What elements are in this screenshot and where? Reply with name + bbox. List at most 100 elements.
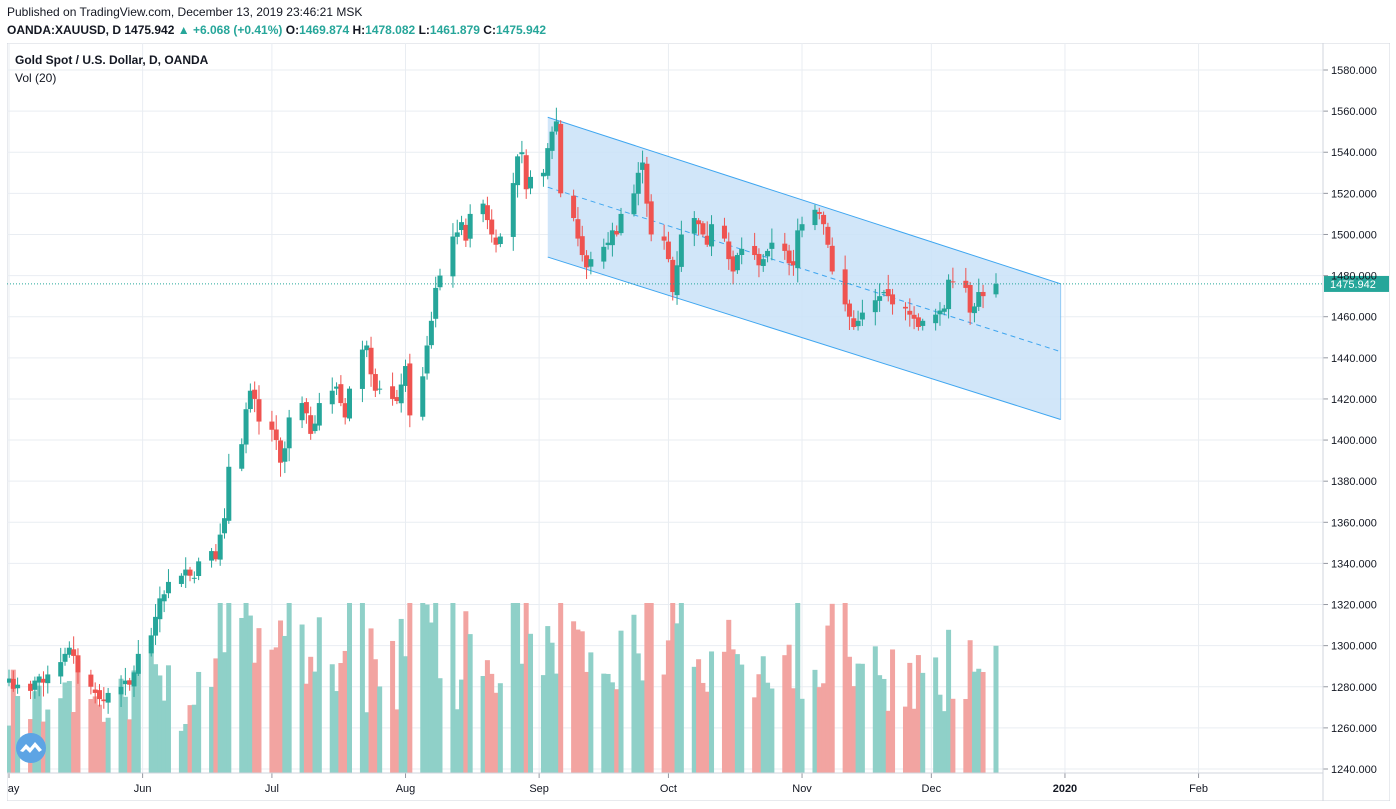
chart-frame[interactable]: 1475.942 1580.000 1560.000 1540.000 1520.00… [0, 42, 1391, 802]
high-value: 1478.082 [365, 23, 416, 37]
volume-bar [424, 604, 430, 773]
volume-bar [915, 655, 921, 773]
candle-body [510, 183, 516, 237]
candle-body [665, 241, 671, 260]
candle-body [377, 388, 383, 390]
volume-bar [721, 651, 727, 773]
change-value: +6.068 (+0.41%) [192, 23, 283, 37]
candle-body [273, 429, 279, 441]
volume-bar [15, 696, 21, 773]
axes: 1580.000 1560.000 1540.000 1520.000 1500.000… [0, 43, 1377, 801]
x-tick-label: Jun [134, 783, 152, 795]
candle-body [756, 253, 762, 266]
volume-bar [558, 603, 564, 773]
candle-body [71, 649, 77, 656]
volume-bar [71, 712, 77, 773]
candle-body [980, 291, 986, 297]
x-tick-label: Aug [396, 783, 416, 795]
x-tick-label: 2020 [1053, 783, 1077, 795]
volume-bar [222, 652, 227, 773]
volume-bar [670, 603, 676, 773]
volume-bar [398, 618, 404, 773]
candle-body [97, 690, 103, 700]
candle-body [45, 674, 51, 684]
candle-body [648, 201, 654, 235]
candle-body [967, 285, 973, 313]
candle-body [424, 345, 430, 374]
x-tick-label: May [7, 783, 20, 795]
volume-bar [463, 611, 469, 773]
candle-body [316, 403, 322, 426]
candle-body [278, 440, 284, 463]
volume-bar [674, 623, 680, 773]
y-tick-label: 1560.000 [1331, 106, 1377, 118]
volume-bar [36, 685, 42, 773]
candle-body [329, 390, 335, 405]
volume-bar [821, 683, 827, 773]
volume-bar [196, 671, 202, 773]
candle-body [678, 234, 684, 267]
volume-bar [467, 634, 473, 773]
volume-bar [6, 725, 12, 773]
candle-body [601, 246, 607, 262]
volume-bar [450, 603, 456, 773]
volume-bar [605, 673, 611, 773]
candle-body [523, 155, 529, 190]
volume-bar [32, 691, 38, 773]
candle-body [450, 236, 456, 277]
volume-bar [282, 635, 288, 773]
trend-channel[interactable] [547, 116, 1062, 420]
candle-body [519, 152, 525, 155]
volume-bar [859, 663, 865, 773]
volume-bar [812, 669, 818, 773]
volume-bar [696, 659, 702, 773]
candle-body [178, 575, 184, 584]
candle-body [226, 466, 232, 521]
candle-body [799, 224, 805, 231]
open-label: O: [285, 23, 300, 37]
volume-bar [601, 673, 607, 773]
candle-body [553, 121, 559, 132]
volume-bar [816, 687, 822, 773]
price-chart[interactable]: 1475.942 1580.000 1560.000 1540.000 1520.00… [0, 42, 1391, 802]
volume-bar [226, 603, 232, 773]
candle-body [299, 403, 305, 421]
volume-bar [799, 698, 805, 773]
candle-body [721, 225, 727, 239]
candle-body [428, 320, 434, 346]
candle-body [493, 237, 499, 245]
candle-body [605, 242, 611, 246]
candle-body [851, 318, 857, 327]
candle-body [403, 366, 409, 386]
candle-body [993, 283, 999, 295]
published-notice: Published on TradingView.com, December 1… [7, 5, 363, 19]
candle-body [902, 306, 908, 309]
candle-body [911, 314, 917, 319]
candle-body [614, 230, 620, 235]
candle-body [368, 347, 374, 375]
candle-body [696, 220, 702, 225]
x-tick-label: Dec [922, 783, 942, 795]
volume-bar [993, 645, 999, 773]
change-arrow-icon: ▲ [177, 23, 190, 37]
candle-body [10, 678, 16, 689]
volume-bar [312, 671, 318, 773]
volume-bar [420, 603, 426, 773]
candle-body [252, 389, 258, 399]
volume-bar [118, 678, 124, 773]
candle-body [122, 680, 128, 685]
y-tick-label: 1300.000 [1331, 641, 1377, 653]
volume-bar [790, 688, 796, 773]
candle-body [127, 680, 133, 685]
volume-bar [963, 698, 969, 773]
candle-body [364, 345, 370, 351]
volume-bar [614, 689, 620, 773]
volume-bar [256, 628, 262, 773]
volume-bar [454, 709, 460, 773]
volume-bar [846, 656, 852, 773]
candle-body [752, 245, 758, 256]
volume-bar [191, 704, 197, 773]
candle-body [372, 374, 378, 391]
candle-body [256, 399, 262, 422]
candle-body [6, 678, 12, 683]
